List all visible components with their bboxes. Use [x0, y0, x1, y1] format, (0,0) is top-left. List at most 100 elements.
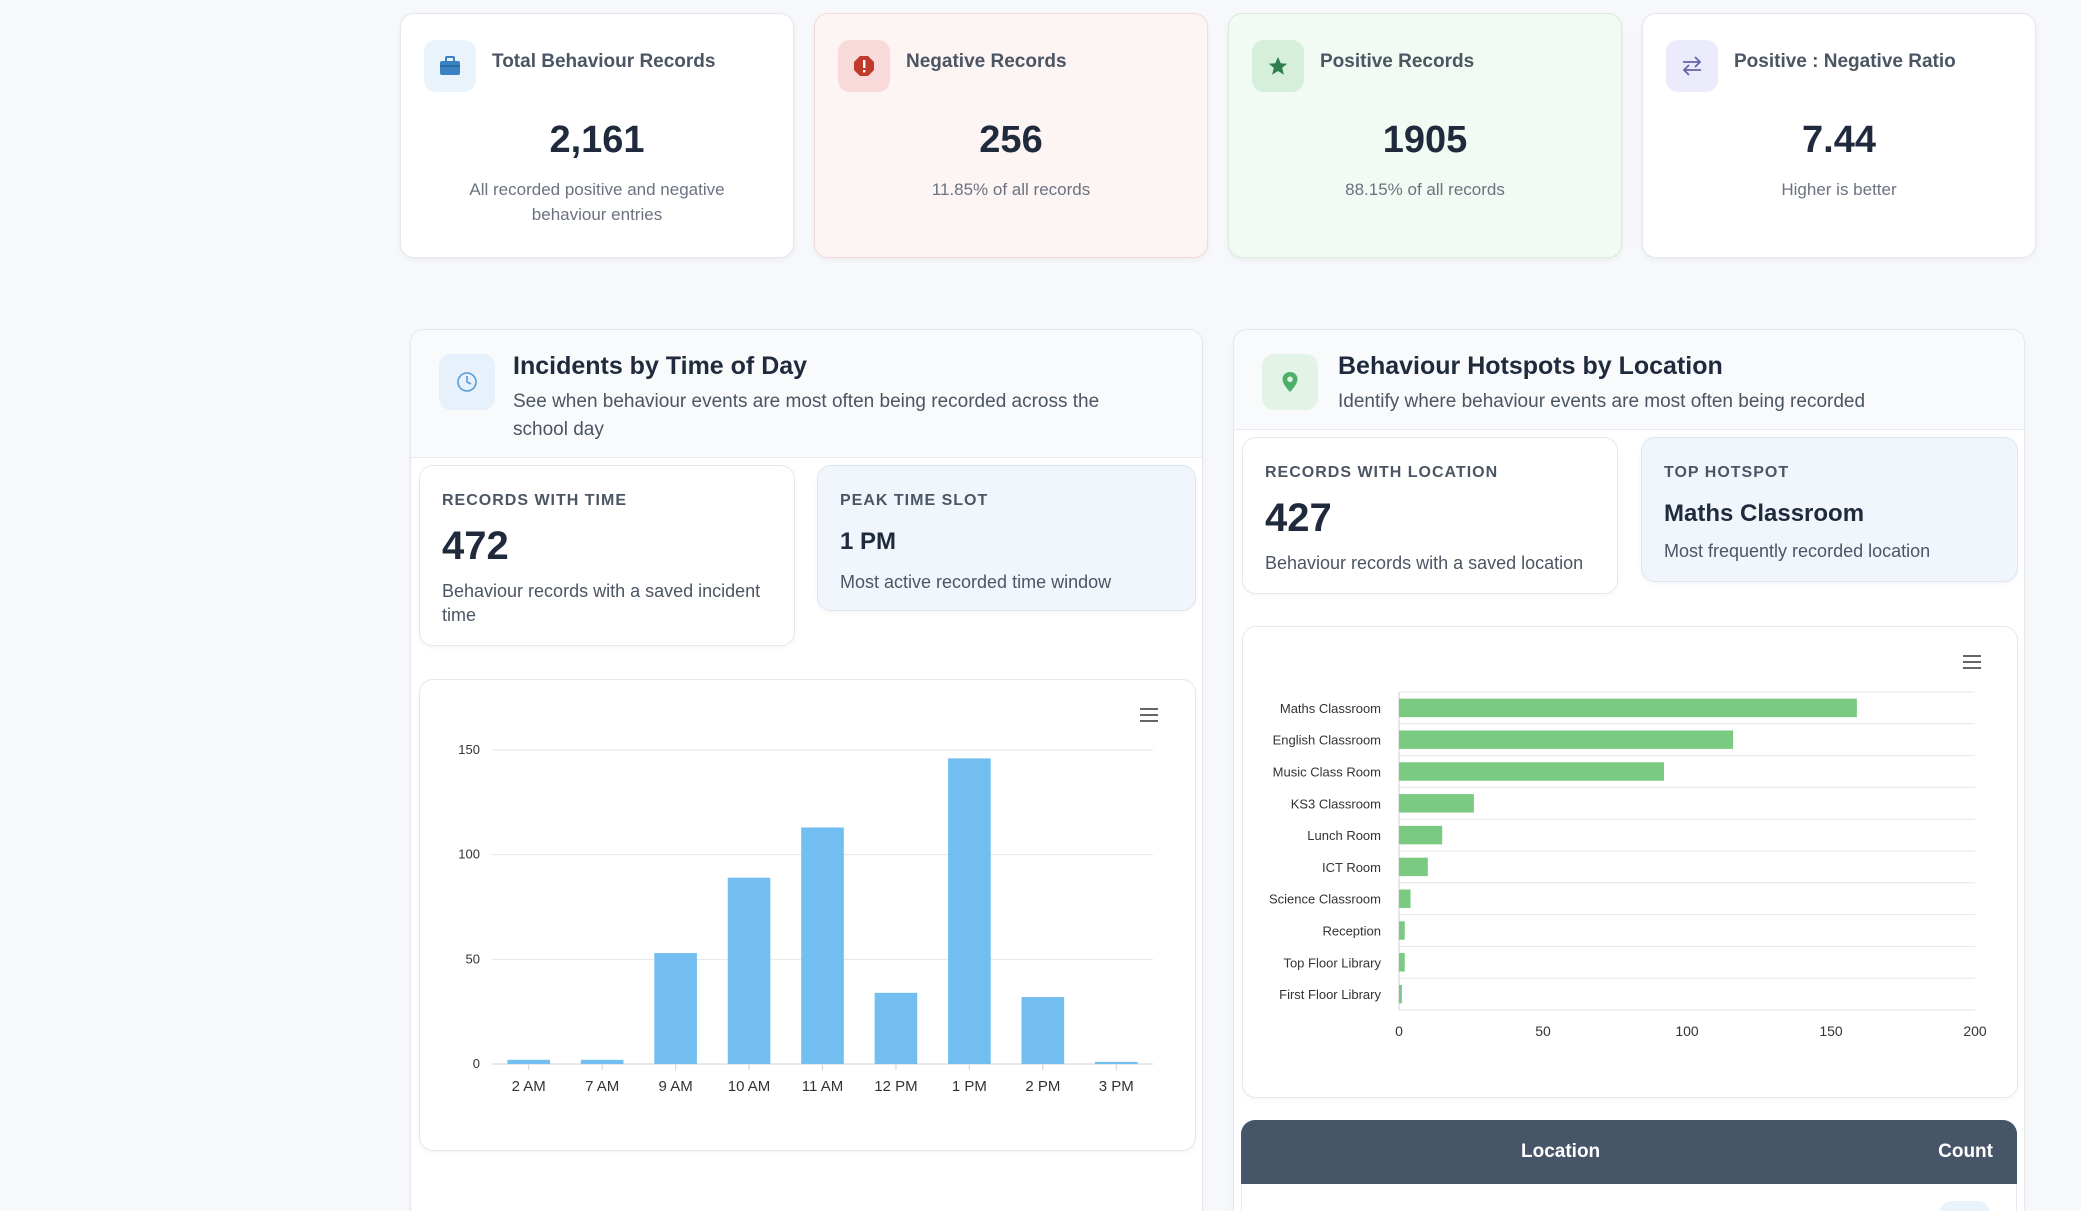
- card-value: Maths Classroom: [1664, 500, 1865, 527]
- chart-menu-icon[interactable]: [1140, 708, 1158, 727]
- x-tick-label: 50: [1535, 1023, 1551, 1039]
- count-badge: [1940, 1201, 1990, 1211]
- x-tick-label: 200: [1963, 1023, 1987, 1039]
- bar: [1399, 762, 1664, 781]
- x-tick-label: 0: [1395, 1023, 1403, 1039]
- x-tick-label: 10 AM: [728, 1078, 771, 1095]
- stat-value: 1905: [1382, 119, 1468, 161]
- location-table-header: Location Count: [1241, 1120, 2017, 1184]
- x-tick-label: 3 PM: [1099, 1078, 1134, 1095]
- card-label: TOP HOTSPOT: [1664, 464, 1790, 481]
- stat-card-total: Total Behaviour Records 2,161 All record…: [400, 13, 794, 258]
- x-tick-label: 1 PM: [952, 1078, 987, 1095]
- stat-card-negative: Negative Records 256 11.85% of all recor…: [814, 13, 1208, 258]
- y-tick-label: Reception: [1322, 924, 1381, 939]
- stat-label: Positive : Negative Ratio: [1734, 51, 1956, 72]
- stat-card-ratio: Positive : Negative Ratio 7.44 Higher is…: [1642, 13, 2036, 258]
- y-tick-label: Maths Classroom: [1280, 701, 1381, 716]
- bar: [1399, 730, 1734, 749]
- time-of-day-bar-chart: 0 50 100 150 2 AM 7 AM 9 AM 10 AM 11 AM 12 PM 1 PM…: [458, 742, 1153, 1095]
- bar: [1094, 1061, 1138, 1064]
- card-value: 472: [442, 524, 509, 568]
- records-with-location-card: RECORDS WITH LOCATION 427 Behaviour reco…: [1242, 437, 1618, 594]
- card-label: PEAK TIME SLOT: [840, 492, 989, 509]
- panel-title: Incidents by Time of Day: [513, 352, 808, 380]
- card-label: RECORDS WITH TIME: [442, 492, 627, 509]
- column-header-location[interactable]: Location: [1521, 1141, 1601, 1162]
- stat-subtext: All recorded positive and negative behav…: [469, 180, 725, 224]
- x-tick-label: 12 PM: [874, 1078, 917, 1095]
- card-subtext: Behaviour records with a saved location: [1265, 553, 1584, 573]
- swap-arrows-icon: [1666, 40, 1718, 92]
- card-subtext: Most frequently recorded location: [1664, 541, 1931, 561]
- stat-value: 2,161: [549, 119, 645, 161]
- panel-title: Behaviour Hotspots by Location: [1338, 352, 1723, 380]
- card-value: 427: [1265, 496, 1332, 540]
- bar: [1399, 698, 1857, 718]
- stat-value: 256: [979, 119, 1043, 161]
- stat-label: Total Behaviour Records: [492, 51, 716, 72]
- bar: [580, 1059, 624, 1064]
- panel-description: Identify where behaviour events are most…: [1338, 391, 1866, 412]
- clock-icon: [439, 354, 495, 410]
- y-tick-label: First Floor Library: [1279, 987, 1381, 1002]
- bar: [948, 758, 991, 1064]
- panel-description: See when behaviour events are most often…: [513, 391, 1100, 440]
- peak-time-slot-card: PEAK TIME SLOT 1 PM Most active recorded…: [817, 465, 1196, 611]
- location-table-body: [1241, 1184, 2017, 1211]
- star-icon: [1252, 40, 1304, 92]
- y-tick-label: ICT Room: [1322, 860, 1381, 875]
- stat-card-positive: Positive Records 1905 88.15% of all reco…: [1228, 13, 1622, 258]
- x-tick-label: 7 AM: [585, 1078, 619, 1095]
- bar: [1399, 794, 1474, 813]
- stat-label: Positive Records: [1320, 51, 1475, 72]
- card-subtext: Most active recorded time window: [840, 572, 1112, 592]
- x-tick-label: 2 AM: [512, 1078, 546, 1095]
- bar: [1399, 921, 1405, 940]
- time-of-day-chart-card: 0 50 100 150 2 AM 7 AM 9 AM 10 AM 11 AM 12 PM 1 PM…: [419, 679, 1196, 1151]
- x-tick-label: 100: [1675, 1023, 1699, 1039]
- panel-header: Behaviour Hotspots by Location Identify …: [1234, 330, 2024, 430]
- top-hotspot-card: TOP HOTSPOT Maths Classroom Most frequen…: [1641, 437, 2018, 582]
- bar: [801, 827, 844, 1064]
- card-value: 1 PM: [840, 528, 897, 555]
- stat-subtext: 11.85% of all records: [931, 180, 1091, 199]
- y-tick-label: Science Classroom: [1269, 892, 1381, 907]
- map-pin-icon: [1262, 354, 1318, 410]
- panel-header: Incidents by Time of Day See when behavi…: [411, 330, 1202, 458]
- briefcase-icon: [424, 40, 476, 92]
- y-tick-label: 150: [458, 742, 480, 757]
- bar: [1021, 997, 1065, 1064]
- y-tick-label: 0: [473, 1056, 480, 1071]
- location-panel: Behaviour Hotspots by Location Identify …: [1233, 329, 2025, 1211]
- column-header-count[interactable]: Count: [1938, 1141, 1993, 1162]
- y-tick-label: Music Class Room: [1273, 765, 1381, 780]
- y-tick-label: 50: [466, 951, 480, 966]
- alert-icon: [838, 40, 890, 92]
- card-subtext: Behaviour records with a saved incident …: [442, 581, 761, 625]
- time-of-day-panel: Incidents by Time of Day See when behavi…: [410, 329, 1203, 1211]
- records-with-time-card: RECORDS WITH TIME 472 Behaviour records …: [419, 465, 795, 646]
- bar: [874, 992, 918, 1064]
- y-tick-label: English Classroom: [1273, 733, 1381, 748]
- x-tick-label: 11 AM: [802, 1078, 843, 1095]
- stat-subtext: Higher is better: [1781, 180, 1897, 199]
- stat-value: 7.44: [1802, 119, 1876, 161]
- bar: [1399, 953, 1405, 972]
- bar: [727, 877, 771, 1064]
- chart-menu-icon[interactable]: [1963, 655, 1981, 674]
- location-bar-chart: Maths Classroom English Classroom Music Cl…: [1269, 691, 1987, 1039]
- card-label: RECORDS WITH LOCATION: [1265, 464, 1499, 481]
- y-tick-label: KS3 Classroom: [1291, 796, 1381, 811]
- bar: [654, 953, 697, 1064]
- bar: [1399, 825, 1443, 845]
- stat-label: Negative Records: [906, 51, 1067, 72]
- x-tick-label: 9 AM: [659, 1078, 693, 1095]
- bar: [507, 1059, 551, 1064]
- location-chart-card: Maths Classroom English Classroom Music Cl…: [1242, 626, 2018, 1098]
- stat-subtext: 88.15% of all records: [1345, 180, 1505, 199]
- bar: [1399, 984, 1402, 1004]
- y-tick-label: Top Floor Library: [1283, 955, 1381, 970]
- y-tick-label: 100: [458, 847, 480, 862]
- x-tick-label: 150: [1819, 1023, 1843, 1039]
